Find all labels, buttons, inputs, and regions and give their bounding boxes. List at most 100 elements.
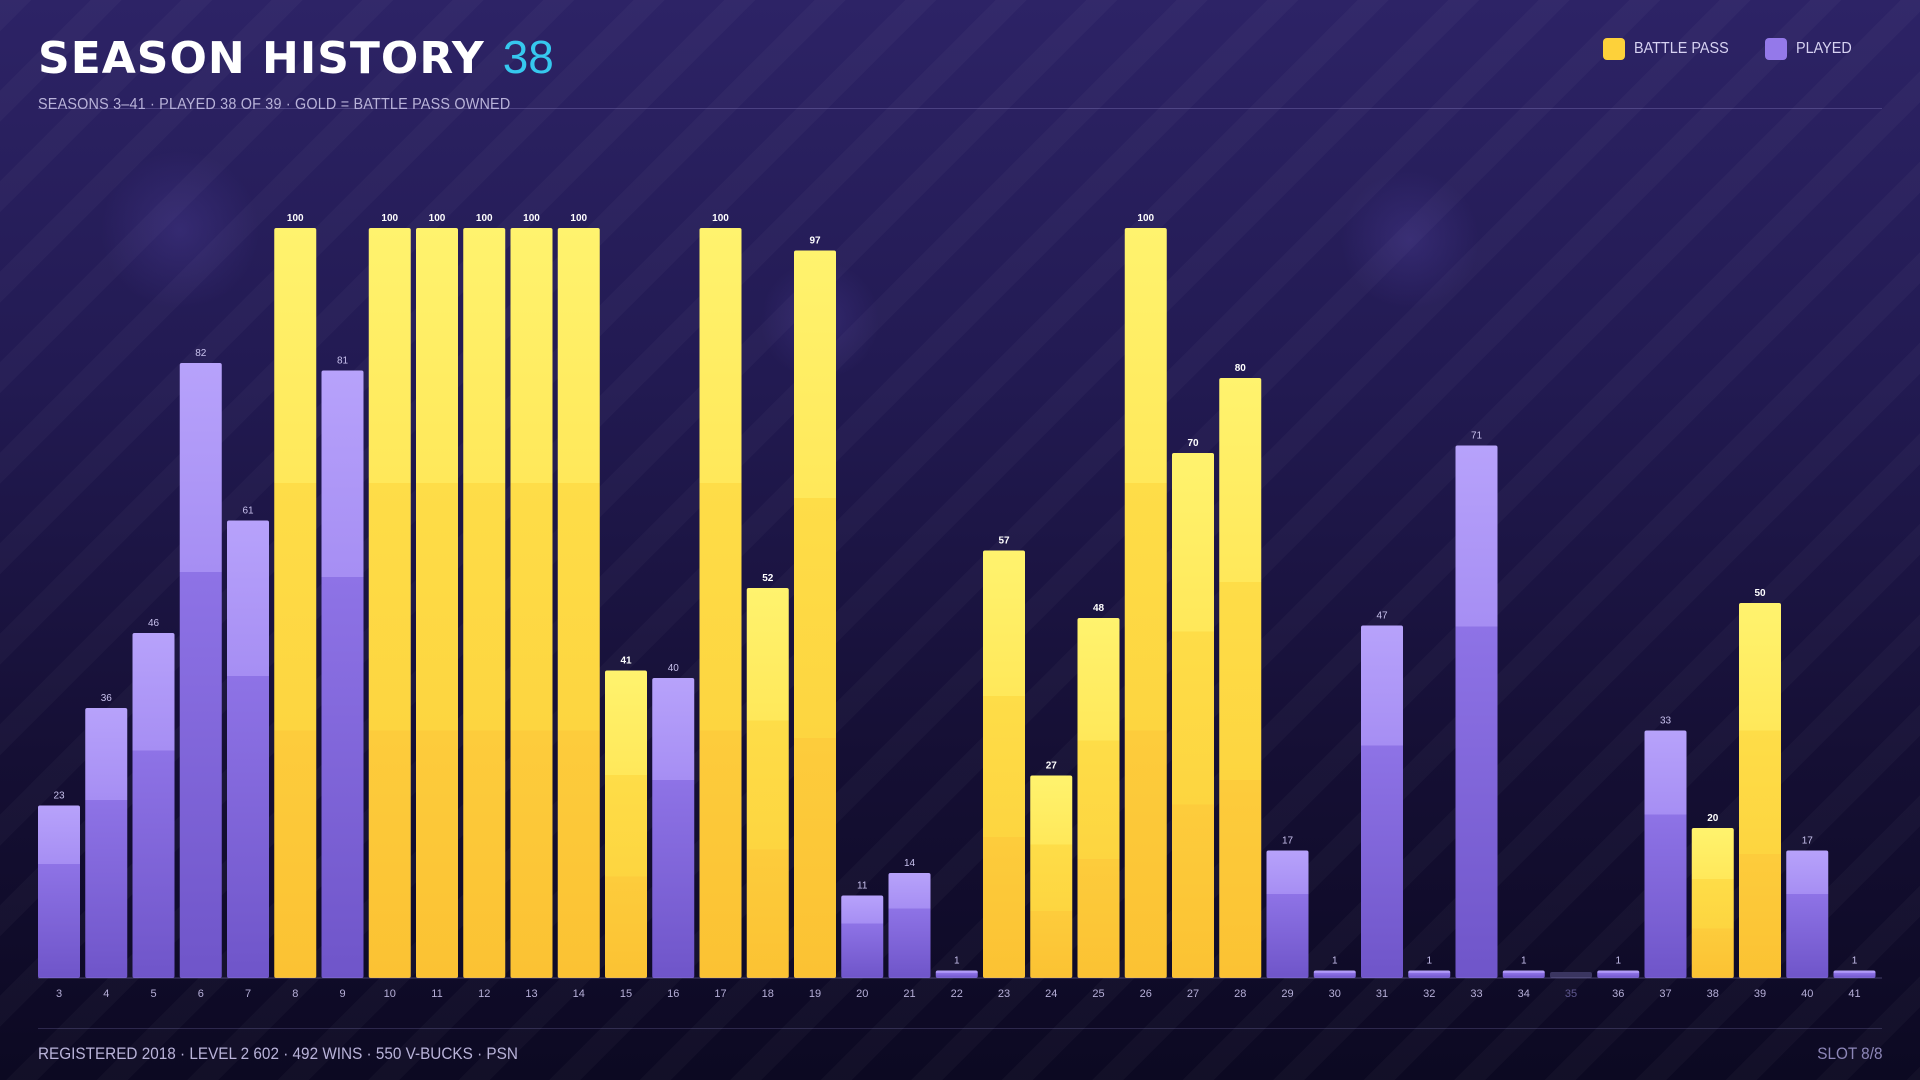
labels-group: 2333644658266171008819100101001110012100… <box>53 213 1860 1000</box>
tick-label-season-39: 39 <box>1754 988 1766 1000</box>
tick-label-season-21: 21 <box>903 988 915 1000</box>
value-label-season-12: 100 <box>476 213 493 224</box>
tick-label-season-31: 31 <box>1376 988 1388 1000</box>
profile-info: REGISTERED 2018 · LEVEL 2 602 · 492 WINS… <box>38 1044 518 1063</box>
tick-label-season-3: 3 <box>56 988 62 1000</box>
tick-label-season-9: 9 <box>339 988 345 1000</box>
bar-season-27 <box>1172 453 1214 978</box>
tick-label-season-13: 13 <box>525 988 537 1000</box>
bar-season-39 <box>1739 603 1781 978</box>
bar-season-26 <box>1124 228 1167 978</box>
bar-season-20 <box>841 895 884 978</box>
bar-season-5 <box>132 633 175 978</box>
value-label-season-29: 17 <box>1282 836 1294 847</box>
tick-label-season-37: 37 <box>1659 988 1671 1000</box>
bar-season-19 <box>794 250 836 978</box>
value-label-season-34: 1 <box>1521 956 1527 967</box>
value-label-season-7: 61 <box>242 506 254 517</box>
tick-label-season-35: 35 <box>1565 988 1577 1000</box>
slot-indicator: SLOT 8/8 <box>1816 1044 1882 1063</box>
value-label-season-27: 70 <box>1187 438 1199 449</box>
tick-label-season-30: 30 <box>1329 988 1341 1000</box>
bar-season-10 <box>368 228 411 978</box>
value-label-season-19: 97 <box>809 236 821 247</box>
value-label-season-16: 40 <box>668 663 680 674</box>
bar-season-36 <box>1597 970 1640 978</box>
bar-season-38 <box>1691 828 1734 978</box>
bar-season-14 <box>557 228 600 978</box>
tick-label-season-26: 26 <box>1140 988 1152 1000</box>
value-label-season-39: 50 <box>1754 588 1766 599</box>
tick-label-season-4: 4 <box>103 988 109 1000</box>
page-subtitle: SEASONS 3–41 · PLAYED 38 OF 39 · GOLD = … <box>38 96 511 113</box>
bar-season-21 <box>888 873 931 978</box>
value-label-season-25: 48 <box>1093 603 1105 614</box>
page-title: SEASON HISTORY <box>38 33 485 84</box>
tick-label-season-14: 14 <box>573 988 585 1000</box>
tick-label-season-34: 34 <box>1518 988 1530 1000</box>
bar-season-7 <box>227 520 269 978</box>
tick-label-season-11: 11 <box>431 988 442 1000</box>
value-label-season-18: 52 <box>762 573 774 584</box>
tick-label-season-40: 40 <box>1801 988 1813 1000</box>
bar-season-31 <box>1361 625 1403 978</box>
value-label-season-22: 1 <box>954 956 960 967</box>
bar-season-33 <box>1455 445 1498 978</box>
bar-season-16 <box>652 678 695 978</box>
bar-season-29 <box>1266 850 1309 978</box>
value-label-season-40: 17 <box>1802 836 1814 847</box>
value-label-season-3: 23 <box>53 791 65 802</box>
bar-season-3 <box>38 805 80 978</box>
value-label-season-30: 1 <box>1332 956 1338 967</box>
tick-label-season-18: 18 <box>762 988 774 1000</box>
bar-season-23 <box>983 550 1025 978</box>
bars-group <box>38 228 1876 978</box>
tick-label-season-20: 20 <box>856 988 868 1000</box>
bar-season-12 <box>463 228 506 978</box>
tick-label-season-7: 7 <box>245 988 251 1000</box>
chart-legend: BATTLE PASS PLAYED <box>1602 38 1858 60</box>
bar-season-34 <box>1502 970 1545 978</box>
bar-season-35 <box>1550 972 1592 978</box>
bar-season-25 <box>1077 618 1120 978</box>
bar-season-6 <box>179 363 222 978</box>
value-label-season-11: 100 <box>429 213 446 224</box>
bar-season-22 <box>935 970 978 978</box>
value-label-season-32: 1 <box>1426 956 1432 967</box>
value-label-season-24: 27 <box>1046 761 1058 772</box>
tick-label-season-27: 27 <box>1187 988 1199 1000</box>
tick-label-season-25: 25 <box>1092 988 1104 1000</box>
tick-label-season-23: 23 <box>998 988 1010 1000</box>
tick-label-season-19: 19 <box>809 988 821 1000</box>
bar-season-24 <box>1030 775 1073 978</box>
legend-label-battle-pass: BATTLE PASS <box>1633 40 1729 57</box>
bar-season-4 <box>85 708 128 978</box>
tick-label-season-22: 22 <box>951 988 963 1000</box>
bar-season-11 <box>416 228 458 978</box>
tick-label-season-16: 16 <box>667 988 679 1000</box>
value-label-season-17: 100 <box>712 213 729 224</box>
value-label-season-28: 80 <box>1235 363 1247 374</box>
value-label-season-10: 100 <box>381 213 398 224</box>
bar-season-28 <box>1219 378 1262 978</box>
bar-season-17 <box>699 228 742 978</box>
tick-label-season-28: 28 <box>1234 988 1246 1000</box>
value-label-season-26: 100 <box>1137 213 1154 224</box>
tick-label-season-24: 24 <box>1045 988 1057 1000</box>
legend-item-played: PLAYED <box>1765 38 1858 60</box>
tick-label-season-29: 29 <box>1281 988 1293 1000</box>
value-label-season-13: 100 <box>523 213 540 224</box>
value-label-season-41: 1 <box>1852 956 1858 967</box>
season-bar-chart: 2333644658266171008819100101001110012100… <box>38 213 1882 1000</box>
tick-label-season-41: 41 <box>1848 988 1860 1000</box>
value-label-season-15: 41 <box>620 656 632 667</box>
header: SEASON HISTORY 38 SEASONS 3–41 · PLAYED … <box>38 30 563 114</box>
value-label-season-14: 100 <box>570 213 587 224</box>
tick-label-season-8: 8 <box>292 988 298 1000</box>
value-label-season-6: 82 <box>195 348 207 359</box>
value-label-season-31: 47 <box>1376 611 1388 622</box>
bar-season-15 <box>605 670 647 978</box>
legend-label-played: PLAYED <box>1796 40 1852 57</box>
bar-season-30 <box>1313 970 1356 978</box>
header-divider <box>38 108 1882 109</box>
